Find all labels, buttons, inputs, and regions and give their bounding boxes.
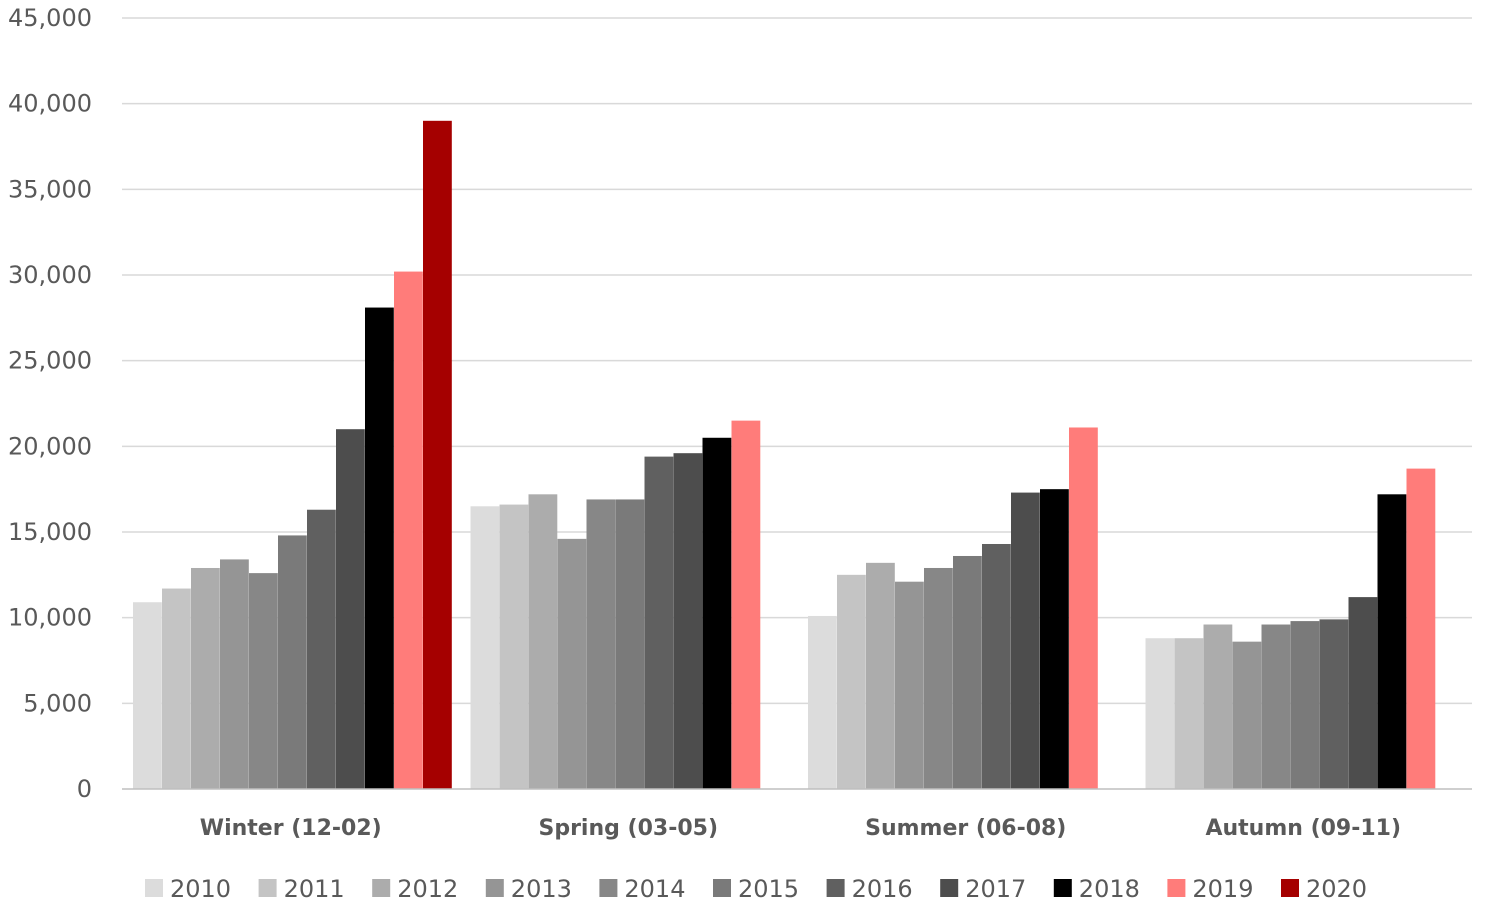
bar-2014-2 <box>586 499 616 789</box>
bar-2017-3 <box>1011 492 1040 789</box>
legend-swatch <box>826 879 845 897</box>
bar-2018-4 <box>1377 494 1407 789</box>
bar-2010-2 <box>470 506 500 789</box>
y-tick-label: 15,000 <box>8 518 92 546</box>
category-label: Summer (06-08) <box>865 816 1066 841</box>
bar-2011-3 <box>837 574 866 789</box>
legend-item-2014: 2014 <box>599 875 685 903</box>
y-axis-ticks: 0 5,000 10,000 15,000 20,000 25,000 30,000 35,0… <box>8 4 92 803</box>
legend-swatch <box>372 879 391 897</box>
legend-swatch <box>258 879 277 897</box>
bar-2010-4 <box>1145 638 1175 789</box>
legend-item-2020: 2020 <box>1281 875 1367 903</box>
legend: 2010 2011 2012 2013 2014 2015 2016 2017 2018 2019… <box>145 875 1367 903</box>
bar-2019-2 <box>731 420 761 789</box>
legend-swatch <box>1167 879 1186 897</box>
legend-swatch <box>1053 879 1072 897</box>
bars <box>133 120 1436 790</box>
y-tick-label: 10,000 <box>8 604 92 632</box>
bar-2011-4 <box>1174 638 1204 789</box>
legend-swatch <box>599 879 618 897</box>
bar-2013-4 <box>1232 641 1262 789</box>
legend-swatch <box>145 879 163 897</box>
bar-2012-1 <box>191 567 220 789</box>
legend-label: 2017 <box>965 875 1026 903</box>
bar-2020-1 <box>423 120 452 790</box>
bar-2011-1 <box>162 588 191 789</box>
bar-2017-2 <box>673 453 703 789</box>
legend-item-2016: 2016 <box>826 875 913 903</box>
bar-2017-4 <box>1348 597 1378 789</box>
y-tick-label: 45,000 <box>8 4 92 32</box>
legend-item-2017: 2017 <box>940 875 1026 903</box>
legend-swatch <box>485 879 504 897</box>
bar-2018-3 <box>1040 489 1069 789</box>
legend-item-2018: 2018 <box>1053 875 1140 903</box>
bar-2019-4 <box>1406 468 1436 789</box>
bar-2012-4 <box>1203 624 1233 789</box>
category-label: Spring (03-05) <box>538 816 718 841</box>
legend-label: 2020 <box>1306 875 1367 903</box>
legend-label: 2019 <box>1192 875 1253 903</box>
legend-label: 2013 <box>511 875 572 903</box>
legend-item-2010: 2010 <box>145 875 231 903</box>
bar-2018-1 <box>365 307 394 789</box>
bar-2013-3 <box>895 581 924 789</box>
category-label: Autumn (09-11) <box>1205 816 1401 841</box>
bar-2013-2 <box>557 538 587 789</box>
bar-2017-1 <box>336 429 365 789</box>
bar-2016-1 <box>307 509 336 789</box>
legend-swatch <box>940 879 959 897</box>
bar-2010-3 <box>808 615 837 789</box>
legend-item-2015: 2015 <box>713 875 799 903</box>
y-tick-label: 0 <box>77 775 92 803</box>
y-tick-label: 30,000 <box>8 261 92 289</box>
legend-item-2019: 2019 <box>1167 875 1253 903</box>
legend-label: 2011 <box>284 875 345 903</box>
bar-2019-1 <box>394 271 423 789</box>
legend-item-2013: 2013 <box>485 875 572 903</box>
bar-2011-2 <box>499 504 529 789</box>
bar-2015-1 <box>278 535 307 789</box>
y-tick-label: 5,000 <box>23 689 92 717</box>
y-tick-label: 20,000 <box>8 432 92 460</box>
legend-item-2012: 2012 <box>372 875 458 903</box>
y-tick-label: 25,000 <box>8 347 92 375</box>
legend-item-2011: 2011 <box>258 875 345 903</box>
bar-2013-1 <box>220 559 249 789</box>
bar-2015-2 <box>615 499 645 789</box>
bar-2018-2 <box>702 437 732 789</box>
legend-label: 2012 <box>397 875 458 903</box>
bar-2016-4 <box>1319 619 1349 789</box>
bar-2016-2 <box>644 456 674 789</box>
bar-2014-1 <box>249 573 278 789</box>
bar-2012-2 <box>528 494 558 789</box>
category-label: Winter (12-02) <box>200 816 382 841</box>
legend-swatch <box>713 879 731 897</box>
x-axis-categories: Winter (12-02) Spring (03-05) Summer (06-0… <box>200 816 1401 841</box>
bar-2014-4 <box>1261 624 1291 789</box>
legend-label: 2018 <box>1079 875 1140 903</box>
legend-label: 2015 <box>738 875 799 903</box>
legend-label: 2016 <box>852 875 913 903</box>
bar-2014-3 <box>924 567 953 789</box>
bar-2010-1 <box>133 602 162 789</box>
y-tick-label: 40,000 <box>8 90 92 118</box>
legend-label: 2010 <box>170 875 231 903</box>
bar-2016-3 <box>982 543 1011 789</box>
y-tick-label: 35,000 <box>8 175 92 203</box>
bar-2015-3 <box>953 555 982 789</box>
legend-label: 2014 <box>624 875 685 903</box>
bar-2019-3 <box>1069 427 1098 789</box>
bar-2015-4 <box>1290 621 1320 789</box>
legend-swatch <box>1281 879 1299 897</box>
bar-2012-3 <box>866 562 895 789</box>
